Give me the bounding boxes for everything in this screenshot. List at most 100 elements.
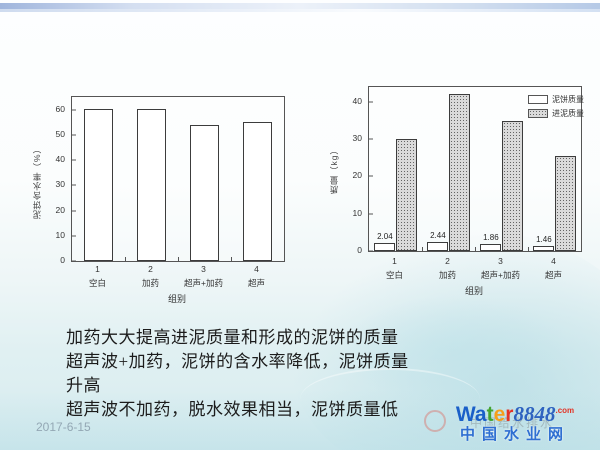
logo-water-letters: Water xyxy=(456,403,514,426)
legend-entry: 进泥质量 xyxy=(528,108,584,119)
bar-泥饼质量 xyxy=(374,243,396,251)
x-group-name: 超声 xyxy=(247,278,265,288)
bar-value-label: 2.44 xyxy=(430,230,446,240)
bar-value xyxy=(83,108,114,261)
y-tick-mark xyxy=(369,138,373,140)
x-axis-group-labels: 1 空白 2 加药 3 超声+加药 4 超声 xyxy=(368,256,580,281)
legend-label: 进泥质量 xyxy=(552,109,584,118)
water-ripple-decoration xyxy=(300,368,480,430)
x-group-label: 2 加药 xyxy=(124,264,177,289)
y-tick-label: 30 xyxy=(352,133,362,144)
bar-进泥质量 xyxy=(501,120,523,251)
x-tick-mark xyxy=(422,247,423,251)
y-tick-label: 20 xyxy=(55,204,65,215)
x-tick-mark xyxy=(125,257,126,261)
logo-letter: a xyxy=(474,403,487,426)
bar-value xyxy=(189,124,220,261)
x-group-number: 3 xyxy=(201,264,206,274)
y-tick-mark xyxy=(72,184,76,186)
y-tick-label: 30 xyxy=(55,179,65,190)
bar-泥饼质量 xyxy=(480,244,502,251)
x-group-name: 加药 xyxy=(438,270,456,280)
note-line: 超声波不加药，脱水效果相当，泥饼质量低 xyxy=(66,400,399,419)
x-tick-mark xyxy=(528,247,529,251)
x-group-number: 2 xyxy=(445,256,450,266)
bar-泥饼质量 xyxy=(427,241,449,251)
y-tick-label: 10 xyxy=(55,229,65,240)
logo-letter: W xyxy=(455,403,475,426)
y-tick-mark xyxy=(72,109,76,111)
x-group-name: 加药 xyxy=(141,278,159,288)
x-group-name: 空白 xyxy=(385,270,403,280)
y-tick-mark xyxy=(72,210,76,212)
y-tick-label: 0 xyxy=(357,245,362,255)
x-group-name: 超声+加药 xyxy=(184,278,223,288)
logo-letter: t xyxy=(486,403,494,426)
y-tick-label: 40 xyxy=(352,95,362,106)
cake-moisture-bar-chart: 泥饼含水率（%） 0 10 20 30 40 50 60 1 空白 2 加药 3 超声+加药 4 超声 组… xyxy=(32,86,301,304)
y-tick-mark xyxy=(369,250,373,252)
y-tick-label: 20 xyxy=(352,170,362,181)
y-tick-mark xyxy=(72,260,76,262)
x-group-number: 4 xyxy=(551,256,556,266)
y-tick-mark xyxy=(369,175,373,177)
legend-swatch xyxy=(528,95,548,104)
x-group-number: 1 xyxy=(95,264,100,274)
top-gradient-stripe xyxy=(0,3,600,9)
y-tick-label: 0 xyxy=(60,255,65,265)
logo-stamp-icon xyxy=(424,410,446,432)
y-axis-tick-labels: 0 10 20 30 40 xyxy=(336,86,366,255)
chart-legend: 泥饼质量 进泥质量 xyxy=(528,94,584,119)
water8848-watermark-logo: 中国给水排水 Water8848.com 中国水业网 xyxy=(424,400,590,444)
x-group-name: 超声+加药 xyxy=(481,270,520,280)
plot-area: 2.04 2.44 1.86 1.46 xyxy=(368,86,582,252)
top-gradient-stripe-shadow xyxy=(0,9,600,12)
legend-label: 泥饼质量 xyxy=(552,95,584,104)
x-group-number: 3 xyxy=(498,256,503,266)
bar-进泥质量 xyxy=(448,94,470,251)
legend-entry: 泥饼质量 xyxy=(528,94,584,105)
bar-value-label: 1.46 xyxy=(536,234,552,244)
logo-chinese-name: 中国水业网 xyxy=(459,426,570,443)
slide-date: 2017-6-15 xyxy=(36,420,91,434)
bar-value xyxy=(136,109,167,261)
x-group-number: 2 xyxy=(148,264,153,274)
y-tick-label: 10 xyxy=(352,207,362,218)
plot-area xyxy=(71,96,285,262)
legend-swatch xyxy=(528,109,548,118)
bar-value-label: 2.04 xyxy=(377,232,393,242)
y-tick-mark xyxy=(72,134,76,136)
conclusion-notes: 加药大大提高进泥质量和形成的泥饼的质量 超声波+加药，泥饼的含水率降低，泥饼质量… xyxy=(66,326,426,422)
x-tick-mark xyxy=(178,257,179,261)
y-tick-label: 40 xyxy=(55,154,65,165)
bar-value xyxy=(242,122,273,261)
logo-ghost-text: 中国给水排水 xyxy=(469,416,554,430)
y-tick-label: 50 xyxy=(55,128,65,139)
x-tick-mark xyxy=(231,257,232,261)
note-line: 超声波+加药，泥饼的含水率降低，泥饼质量升高 xyxy=(66,352,409,395)
x-group-name: 超声 xyxy=(544,270,562,280)
logo-letter: e xyxy=(493,403,506,426)
y-tick-label: 60 xyxy=(55,103,65,114)
logo-number: 8848 xyxy=(513,402,556,426)
x-axis-group-labels: 1 空白 2 加药 3 超声+加药 4 超声 xyxy=(71,264,283,289)
x-group-label: 4 超声 xyxy=(230,264,283,289)
y-tick-mark xyxy=(369,213,373,215)
y-axis-tick-labels: 0 10 20 30 40 50 60 xyxy=(39,96,69,265)
x-group-label: 2 加药 xyxy=(421,256,474,281)
x-tick-mark xyxy=(475,247,476,251)
sludge-mass-bar-chart: 质量（kg） 0 10 20 30 40 2.04 2.44 1.86 1.46 1 空白 2 加药… xyxy=(328,78,594,304)
logo-letter: r xyxy=(505,403,514,426)
note-line: 加药大大提高进泥质量和形成的泥饼的质量 xyxy=(66,328,399,347)
logo-dotcom: .com xyxy=(555,406,575,415)
x-group-label: 4 超声 xyxy=(527,256,580,281)
bar-进泥质量 xyxy=(395,139,417,251)
y-tick-mark xyxy=(369,101,373,103)
bar-泥饼质量 xyxy=(533,245,555,251)
x-group-label: 1 空白 xyxy=(71,264,124,289)
x-group-name: 空白 xyxy=(88,278,106,288)
x-group-label: 3 超声+加药 xyxy=(474,256,527,281)
bar-value-label: 1.86 xyxy=(483,233,499,243)
x-group-label: 1 空白 xyxy=(368,256,421,281)
